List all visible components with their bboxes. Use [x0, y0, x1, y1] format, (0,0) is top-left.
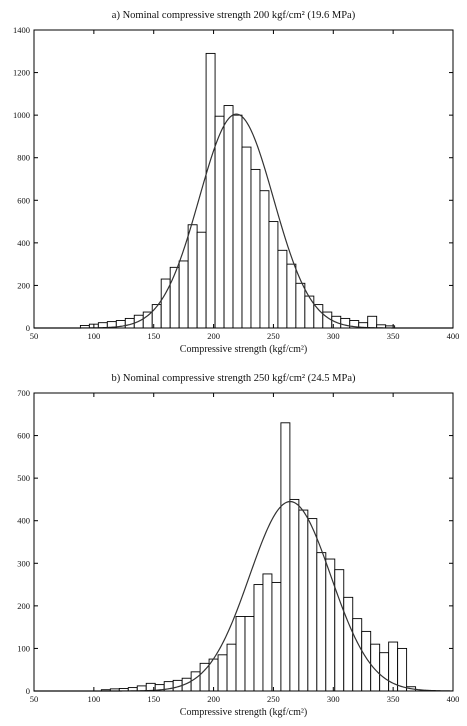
x-tick-label: 400: [447, 331, 460, 341]
y-tick-label: 1200: [13, 68, 30, 78]
histogram-bar-33: [397, 647, 408, 692]
chart-title: a) Nominal compressive strength 200 kgf/…: [111, 10, 356, 21]
histogram-bar-20: [259, 190, 270, 329]
y-tick-label: 800: [17, 153, 30, 163]
y-tick-label: 600: [17, 431, 30, 441]
y-tick-label: 200: [17, 601, 30, 611]
histogram-chart-a: a) Nominal compressive strength 200 kgf/…: [13, 10, 460, 355]
histogram-bar-21: [268, 221, 279, 329]
x-tick-label: 200: [207, 331, 220, 341]
y-tick-label: 600: [17, 195, 30, 205]
x-tick-label: 50: [30, 694, 39, 704]
y-tick-label: 1000: [13, 110, 30, 120]
histogram-bar-28: [352, 618, 363, 692]
histogram-bar-29: [361, 630, 372, 692]
y-tick-label: 1400: [13, 25, 30, 35]
histogram-bar-31: [379, 652, 390, 692]
histogram-bar-20: [280, 422, 291, 692]
histogram-bar-13: [217, 654, 228, 692]
histogram-bar-22: [298, 509, 309, 692]
histogram-bar-14: [205, 52, 216, 329]
histogram-bar-26: [334, 569, 345, 692]
plot-frame: [33, 29, 454, 329]
histogram-bar-25: [325, 558, 336, 692]
y-tick-label: 0: [26, 323, 30, 333]
histogram-bar-22: [277, 249, 288, 329]
x-axis-label: Compressive strength (kgf/cm²): [180, 707, 307, 718]
chart-a-plot: 50 100 150 200 250 300 350 400 0 200 400 600 800 1000…: [13, 25, 460, 355]
x-axis-label: Compressive strength (kgf/cm²): [180, 344, 307, 355]
histogram-bar-29: [340, 317, 351, 329]
x-tick-label: 250: [267, 331, 280, 341]
histogram-bar-19: [271, 581, 282, 692]
histogram-bar-18: [262, 573, 273, 692]
x-tick-label: 350: [387, 331, 400, 341]
histogram-bar-17: [253, 584, 264, 692]
histogram-bar-25: [304, 295, 315, 329]
x-tick-label: 100: [87, 331, 100, 341]
x-tick-label: 300: [327, 331, 340, 341]
histogram-bar-17: [232, 114, 243, 329]
histogram-bar-16: [223, 105, 234, 329]
y-tick-label: 500: [17, 473, 30, 483]
histogram-bar-12: [187, 224, 198, 329]
x-tick-label: 250: [267, 694, 280, 704]
histogram-bar-14: [226, 643, 237, 692]
histogram-bar-10: [190, 671, 201, 692]
x-tick-label: 100: [87, 694, 100, 704]
histogram-bar-15: [235, 616, 246, 692]
histogram-bar-11: [178, 260, 189, 329]
histogram-bar-7: [142, 311, 153, 329]
x-tick-label: 350: [387, 694, 400, 704]
y-tick-label: 0: [26, 686, 30, 696]
histogram-chart-b: b) Nominal compressive strength 250 kgf/…: [0, 363, 467, 726]
histogram-bar-19: [250, 168, 261, 329]
chart-title: b) Nominal compressive strength 250 kgf/…: [111, 373, 356, 384]
x-tick-label: 200: [207, 694, 220, 704]
histogram-bar-30: [370, 643, 381, 692]
histogram-bar-26: [313, 304, 324, 329]
y-tick-label: 300: [17, 558, 30, 568]
x-tick-label: 50: [30, 331, 39, 341]
x-tick-label: 150: [147, 331, 160, 341]
chart-b-plot: 50 100 150 200 250 300 350 400 0 100 200 300 400 500 6…: [17, 388, 460, 718]
y-tick-label: 200: [17, 280, 30, 290]
histogram-bar-15: [214, 115, 225, 329]
histogram-bar-18: [241, 146, 252, 329]
histogram-bar-13: [196, 231, 207, 329]
x-tick-label: 150: [147, 694, 160, 704]
y-tick-label: 400: [17, 238, 30, 248]
histogram-bar-24: [316, 552, 327, 692]
x-tick-label: 300: [327, 694, 340, 704]
plot-frame: [33, 392, 454, 692]
x-tick-label: 400: [447, 694, 460, 704]
histogram-bar-10: [169, 266, 180, 329]
histogram-bar-16: [244, 616, 255, 692]
histogram-bar-32: [367, 315, 378, 329]
y-tick-label: 700: [17, 388, 30, 398]
histogram-bar-23: [307, 518, 318, 692]
y-tick-label: 100: [17, 643, 30, 653]
histogram-bar-27: [343, 596, 354, 692]
y-tick-label: 400: [17, 516, 30, 526]
histogram-bar-24: [295, 282, 306, 329]
histogram-bar-21: [289, 498, 300, 692]
histogram-bar-23: [286, 263, 297, 329]
